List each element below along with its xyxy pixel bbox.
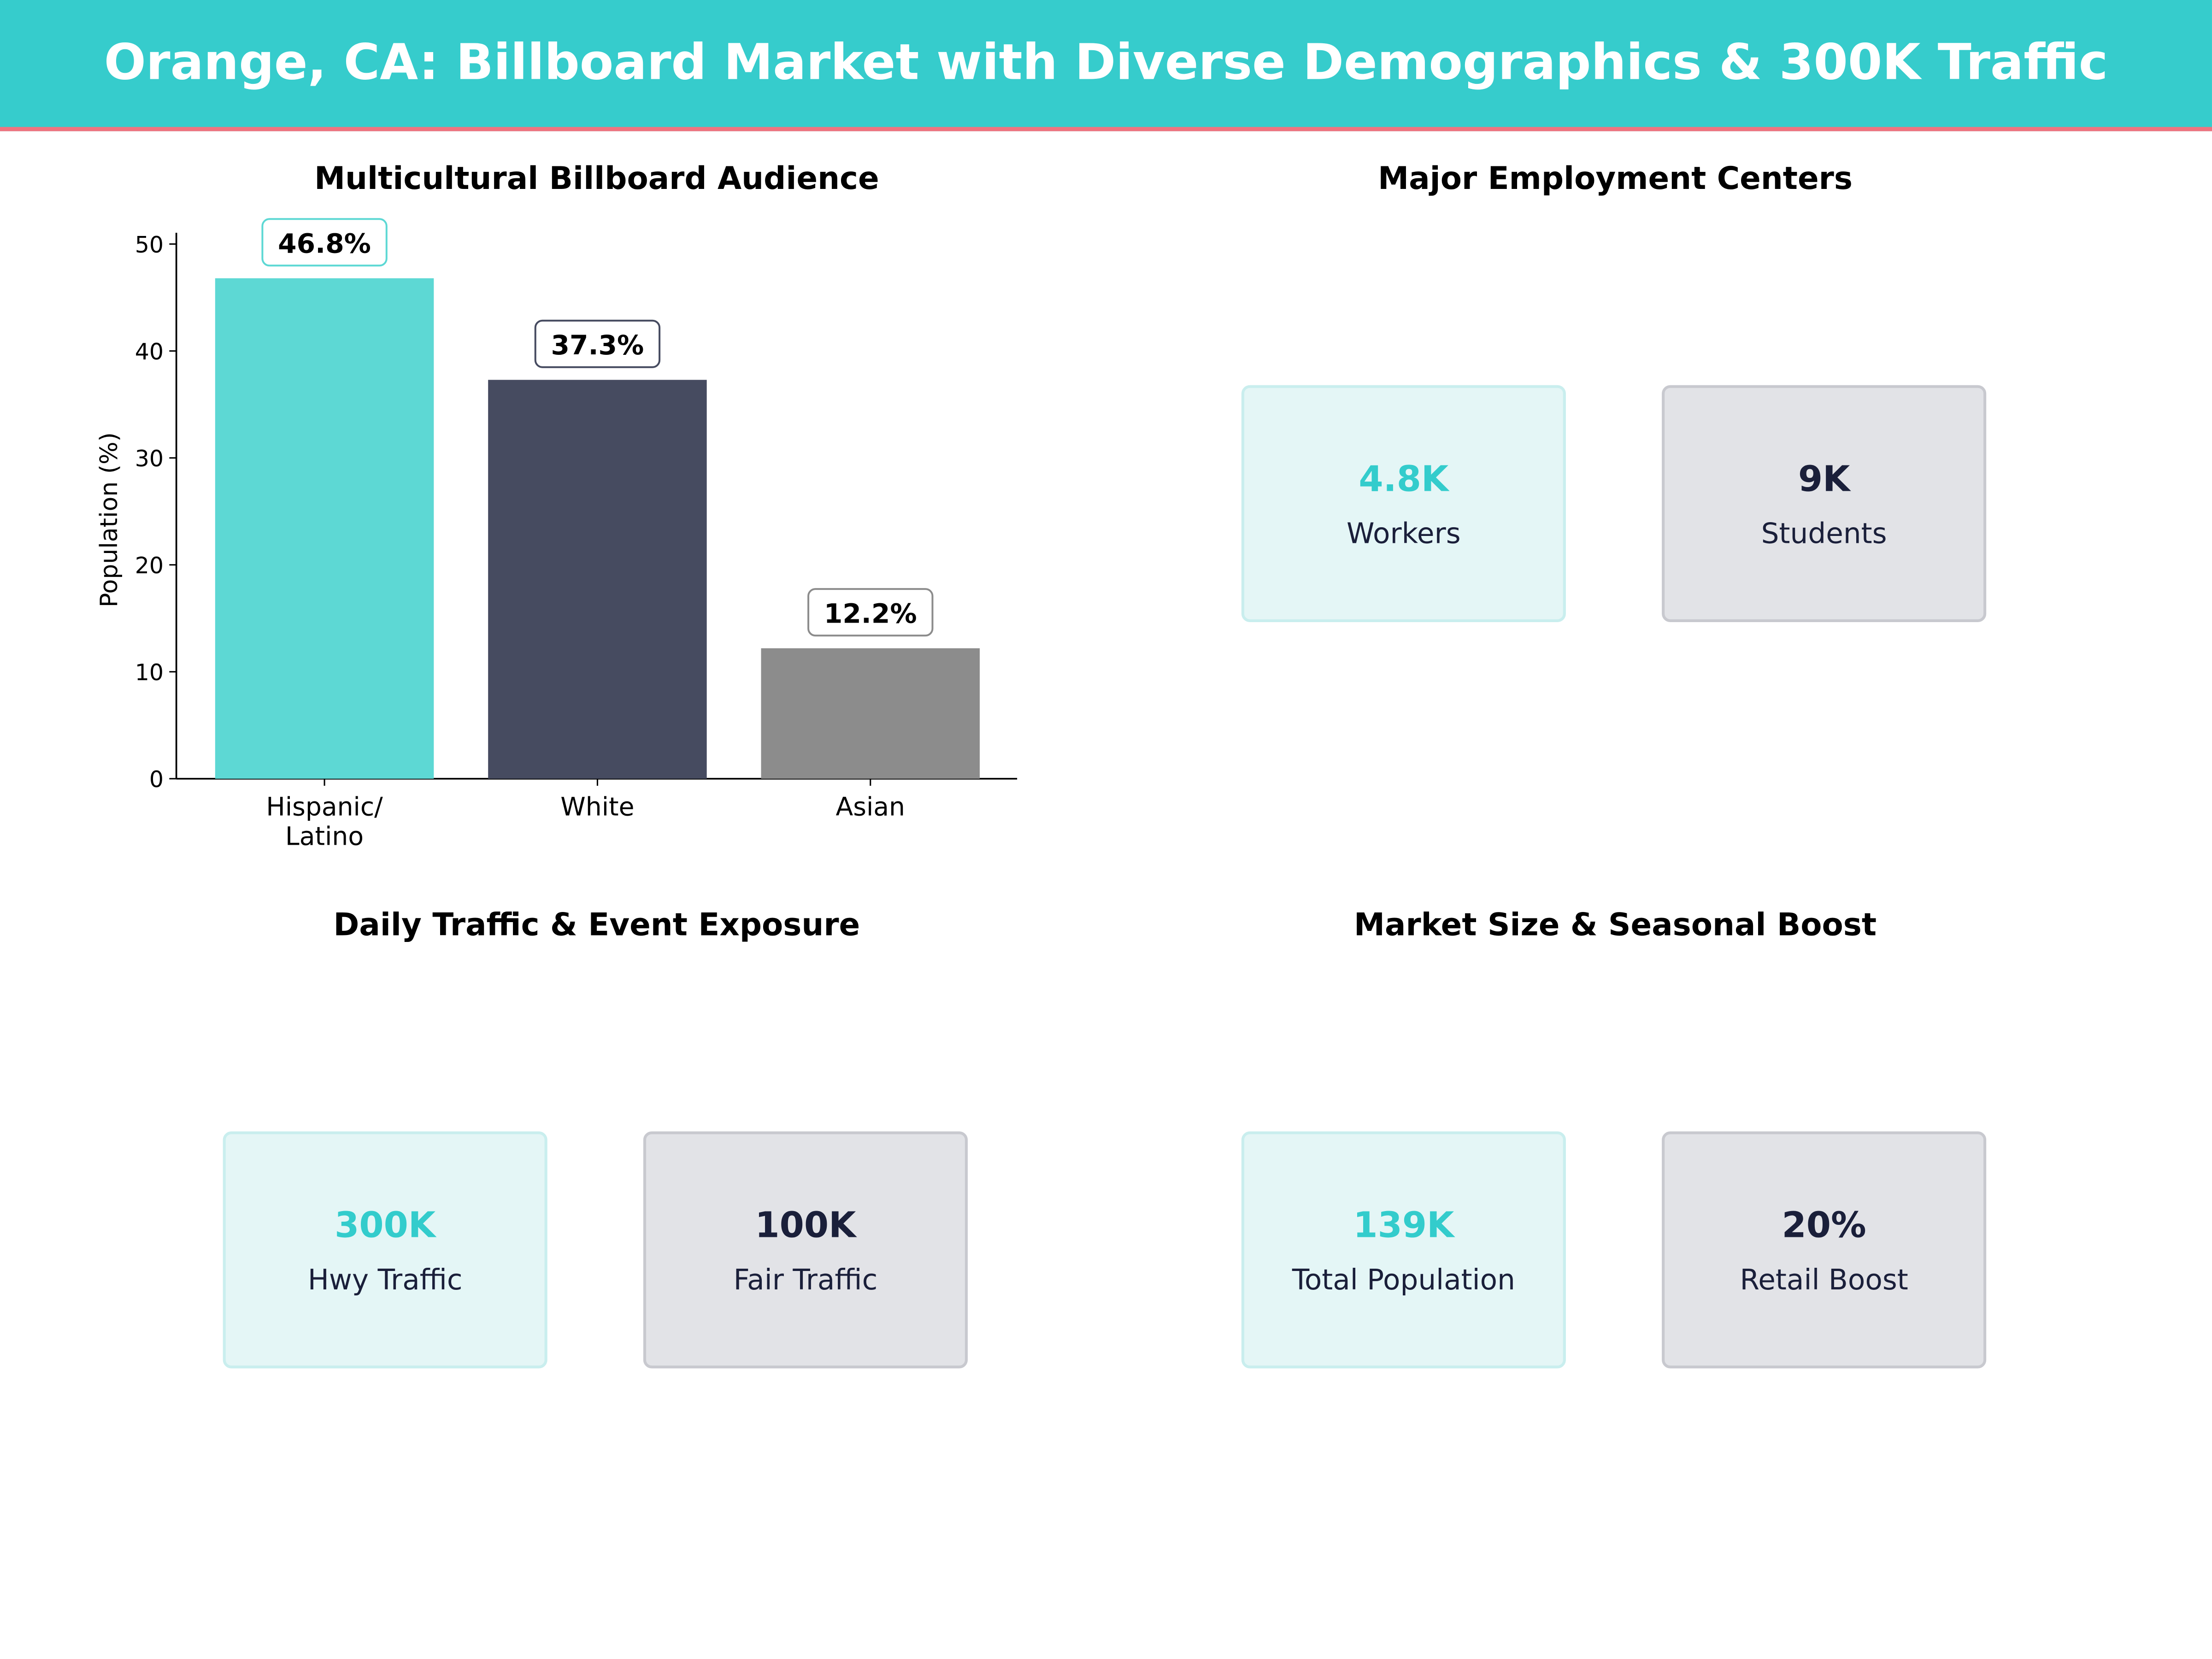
y-tick-label: 10: [135, 659, 164, 686]
data-label: 46.8%: [278, 228, 371, 259]
fair-traffic-card: 100K Fair Traffic: [643, 1131, 968, 1369]
x-tick-label: Asian: [836, 792, 905, 821]
y-tick-label: 40: [135, 339, 164, 365]
bar-0: [215, 278, 434, 779]
y-tick-label: 30: [135, 446, 164, 472]
retail-boost-value: 20%: [1782, 1204, 1866, 1245]
fair-traffic-value: 100K: [755, 1204, 856, 1245]
employment-title: Major Employment Centers: [1378, 162, 1853, 198]
workers-card: 4.8K Workers: [1241, 385, 1566, 622]
data-label-box: [534, 319, 661, 368]
fair-traffic-label: Fair Traffic: [733, 1262, 878, 1296]
hwy-traffic-value: 300K: [335, 1204, 436, 1245]
y-tick-label: 0: [149, 766, 164, 793]
market-title: Market Size & Seasonal Boost: [1353, 908, 1877, 944]
header-banner: Orange, CA: Billboard Market with Divers…: [0, 0, 2212, 131]
bar-1: [488, 380, 707, 779]
students-card: 9K Students: [1662, 385, 1987, 622]
x-tick-label: Hispanic/: [266, 792, 383, 821]
x-tick-label: Latino: [285, 822, 364, 851]
data-label: 12.2%: [824, 598, 917, 629]
y-tick-label: 20: [135, 553, 164, 579]
page-title: Orange, CA: Billboard Market with Divers…: [104, 35, 2108, 92]
population-label: Total Population: [1292, 1262, 1515, 1296]
x-tick-label: White: [560, 792, 634, 821]
bar-chart: 0 10 20 30 40 50 Population (%) Hispanic/Latino…: [95, 218, 1018, 851]
students-value: 9K: [1798, 458, 1850, 499]
students-label: Students: [1761, 515, 1887, 550]
retail-boost-card: 20% Retail Boost: [1662, 1131, 1987, 1369]
population-value: 139K: [1353, 1204, 1454, 1245]
data-label-box: [261, 218, 388, 267]
y-axis-label: Population (%): [95, 432, 123, 607]
chart-title: Multicultural Billboard Audience: [314, 162, 879, 198]
retail-boost-label: Retail Boost: [1740, 1262, 1908, 1296]
population-card: 139K Total Population: [1241, 1131, 1566, 1369]
bar-2: [761, 648, 980, 779]
data-label-box: [807, 588, 934, 637]
traffic-title: Daily Traffic & Event Exposure: [333, 908, 860, 944]
workers-value: 4.8K: [1359, 458, 1449, 499]
data-label: 37.3%: [551, 329, 644, 361]
hwy-traffic-card: 300K Hwy Traffic: [223, 1131, 547, 1369]
workers-label: Workers: [1347, 515, 1461, 550]
y-tick-label: 50: [135, 232, 164, 258]
hwy-traffic-label: Hwy Traffic: [307, 1262, 463, 1296]
